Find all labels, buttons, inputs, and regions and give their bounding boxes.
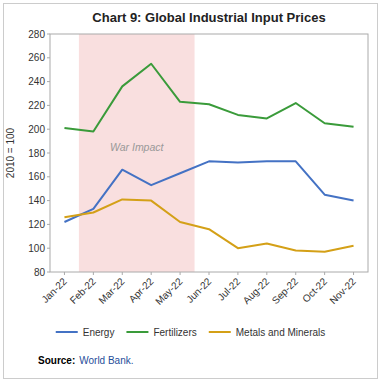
y-tick [47, 34, 50, 35]
x-tick [180, 272, 181, 275]
y-tick [47, 224, 50, 225]
legend-label: Fertilizers [153, 327, 196, 338]
title: Chart 9: Global Industrial Input Prices [92, 10, 325, 25]
y-tick [47, 153, 50, 154]
x-tick-label: Sep-22 [270, 275, 301, 306]
y-tick-label: 200 [28, 124, 45, 135]
legend-swatch [209, 331, 231, 333]
y-tick-label: 140 [28, 195, 45, 206]
shaded-region [79, 34, 195, 272]
chart: Chart 9: Global Industrial Input Prices 8… [0, 0, 381, 382]
source-text: World Bank. [79, 355, 133, 366]
x-tick-label: Nov-22 [327, 275, 358, 306]
y-tick-label: 220 [28, 100, 45, 111]
y-tick-label: 240 [28, 76, 45, 87]
legend-label: Energy [83, 327, 115, 338]
x-tick [266, 272, 267, 275]
annotation: War Impact [110, 141, 165, 153]
y-tick [47, 176, 50, 177]
plot-frame [50, 34, 368, 272]
series-line [64, 199, 353, 251]
x-tick-label: Jul-22 [215, 275, 242, 302]
plot-area [64, 34, 353, 272]
x-tick-label: Jun-22 [184, 275, 214, 305]
y-tick-label: 80 [34, 267, 46, 278]
x-tick-label: Feb-22 [68, 275, 98, 305]
x-tick [237, 272, 238, 275]
source: Source: World Bank. [38, 355, 134, 366]
y-tick [47, 248, 50, 249]
legend-swatch [126, 331, 148, 333]
legend-swatch [56, 331, 78, 333]
x-tick [209, 272, 210, 275]
x-tick [64, 272, 65, 275]
series-line [64, 64, 353, 132]
x-tick-label: Oct-22 [300, 275, 329, 304]
x-tick-label: Aug-22 [241, 275, 272, 306]
y-tick [47, 105, 50, 106]
x-tick [93, 272, 94, 275]
legend-item: Metals and Minerals [209, 327, 325, 338]
x-tick [122, 272, 123, 275]
x-tick [151, 272, 152, 275]
series-line [64, 161, 353, 222]
legend-label: Metals and Minerals [236, 327, 325, 338]
y-tick-label: 120 [28, 219, 45, 230]
figure-border [4, 4, 378, 379]
x-tick [353, 272, 354, 275]
x-tick [295, 272, 296, 275]
y-axis-label: 2010 = 100 [5, 127, 16, 178]
y-tick-label: 100 [28, 243, 45, 254]
source-label: Source: [38, 355, 75, 366]
y-tick [47, 200, 50, 201]
y-tick-label: 260 [28, 52, 45, 63]
x-tick-label: Mar-22 [97, 275, 127, 305]
x-tick [324, 272, 325, 275]
y-tick [47, 81, 50, 82]
x-tick-label: Jan-22 [39, 275, 69, 305]
y-tick-label: 160 [28, 171, 45, 182]
y-tick [47, 272, 50, 273]
x-tick-label: Apr-22 [127, 275, 156, 304]
legend-item: Energy [56, 327, 115, 338]
y-tick [47, 57, 50, 58]
legend-item: Fertilizers [126, 327, 196, 338]
y-tick-label: 180 [28, 148, 45, 159]
y-tick [47, 129, 50, 130]
y-tick-label: 280 [28, 29, 45, 40]
x-tick-label: May-22 [153, 275, 185, 307]
legend: Energy Fertilizers Metals and Minerals [56, 327, 326, 338]
